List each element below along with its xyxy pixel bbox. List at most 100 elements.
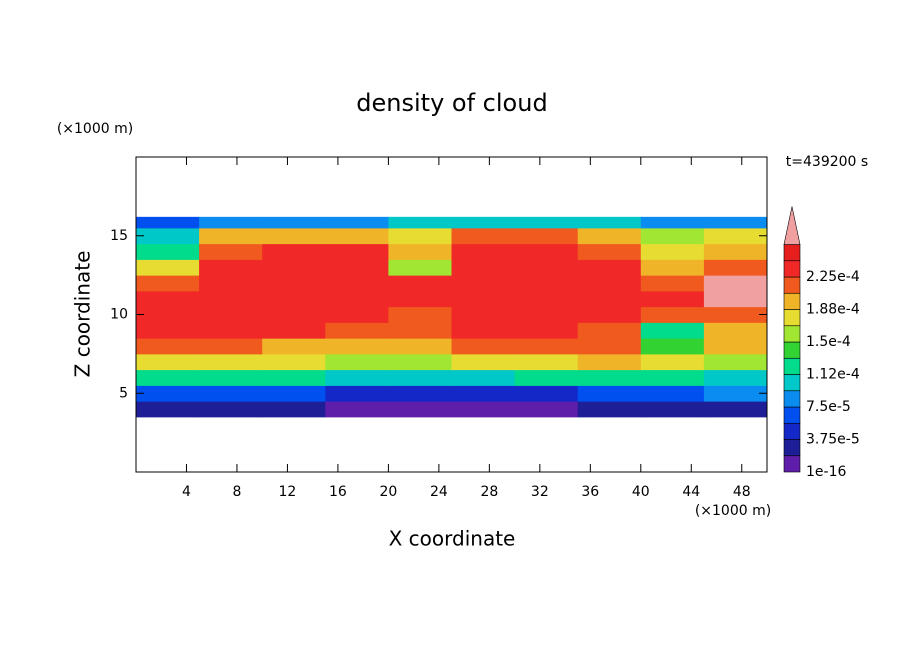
field-cell [262, 227, 326, 245]
field-cell [514, 275, 579, 292]
chart-title: density of cloud [356, 89, 547, 117]
field-cell [451, 369, 516, 386]
field-cell [136, 401, 200, 418]
field-cell [388, 216, 452, 229]
field-cell [199, 227, 263, 245]
field-cell [451, 216, 516, 229]
colorbar-label: 7.5e-5 [806, 399, 851, 415]
field-cell [640, 369, 705, 386]
field-cell [262, 275, 326, 292]
field-cell [262, 369, 326, 386]
field-cell [388, 353, 452, 371]
field-cell [325, 306, 389, 323]
field-cell [325, 259, 389, 276]
field-cell [262, 243, 326, 260]
field-cell [451, 322, 516, 339]
colorbar-label: 1.5e-4 [806, 334, 851, 350]
field-cell [136, 259, 200, 276]
field-cell [451, 227, 516, 245]
field-cell [640, 259, 705, 276]
field-cell [514, 243, 579, 260]
field-cell [262, 216, 326, 229]
y-unit-label: (×1000 m) [57, 121, 133, 137]
field-cell [388, 369, 452, 386]
x-tick-label: 8 [232, 484, 241, 500]
field-cell [451, 338, 516, 355]
colorbar-box [783, 455, 801, 473]
field-cell [514, 369, 579, 386]
y-tick-label: 5 [119, 385, 128, 401]
x-unit-label: (×1000 m) [695, 503, 771, 519]
time-label: t=439200 s [786, 154, 868, 170]
field-cell [640, 275, 705, 292]
field-cell [640, 290, 705, 308]
field-cell [703, 259, 768, 276]
field-cell [640, 322, 705, 339]
field-cell [703, 243, 768, 260]
field-cell [199, 401, 263, 418]
field-cell [514, 259, 579, 276]
field-cell [325, 322, 389, 339]
field-cell [514, 216, 579, 229]
field-cell [388, 243, 452, 260]
field-cell [325, 275, 389, 292]
field-cell [703, 338, 768, 355]
field-cell [199, 353, 263, 371]
field-cell [325, 353, 389, 371]
field-cell [325, 216, 389, 229]
field-cell [136, 322, 200, 339]
field-cell [136, 338, 200, 355]
field-cell [703, 385, 768, 402]
field-cell [640, 338, 705, 355]
field-cell [388, 322, 452, 339]
field-cell [514, 306, 579, 323]
field-cell [199, 290, 263, 308]
field-cell [514, 353, 579, 371]
field-cell [262, 401, 326, 418]
colorbar-label: 1.12e-4 [806, 367, 860, 383]
field-cell [451, 401, 516, 418]
field-cell [325, 227, 389, 245]
field-cell [514, 290, 579, 308]
field-cell [577, 275, 642, 292]
field-cell [640, 401, 705, 418]
field-cell [577, 322, 642, 339]
field-cell [451, 243, 516, 260]
field-cell [514, 401, 579, 418]
field-cell [514, 385, 579, 402]
field-cell [325, 290, 389, 308]
field-cell [703, 275, 768, 292]
field-cell [262, 259, 326, 276]
x-tick-label: 44 [682, 484, 700, 500]
x-tick-label: 32 [531, 484, 549, 500]
field-cell [199, 385, 263, 402]
field-cell [136, 306, 200, 323]
field-cell [199, 322, 263, 339]
colorbar-box [783, 309, 801, 327]
field-cell [199, 259, 263, 276]
field-cell [703, 369, 768, 386]
field-cell [703, 290, 768, 308]
field-cell [514, 322, 579, 339]
field-cell [136, 369, 200, 386]
field-cell [514, 227, 579, 245]
colorbar-label: 2.25e-4 [806, 269, 860, 285]
field-cell [199, 275, 263, 292]
field-cell [199, 243, 263, 260]
field-cell [262, 338, 326, 355]
field-cell [640, 216, 705, 229]
field-cell [577, 290, 642, 308]
field-cell [577, 306, 642, 323]
colorbar-box [783, 292, 801, 310]
x-tick-label: 28 [480, 484, 498, 500]
field-cell [640, 385, 705, 402]
field-cell [577, 338, 642, 355]
field-cell [388, 338, 452, 355]
field-cell [325, 338, 389, 355]
field-cell [451, 306, 516, 323]
x-tick-label: 36 [581, 484, 599, 500]
field-cell [703, 227, 768, 245]
field-cell [451, 290, 516, 308]
x-tick-label: 24 [430, 484, 448, 500]
field-cell [388, 290, 452, 308]
